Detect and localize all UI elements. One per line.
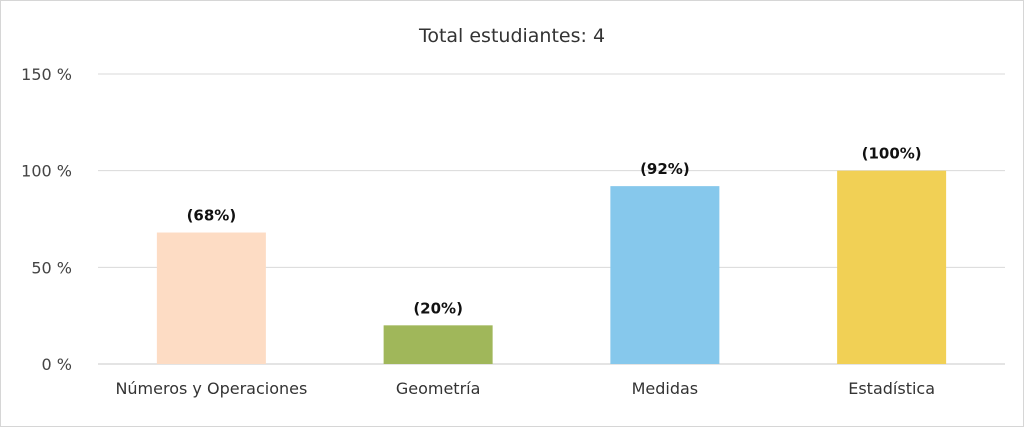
bar <box>383 325 493 364</box>
y-tick-label: 50 % <box>31 258 72 277</box>
data-labels: (68%) (20%) (92%) (100%) <box>187 145 922 318</box>
bar <box>156 232 266 364</box>
y-axis-ticks: 0 % 50 % 100 % 150 % <box>21 65 72 374</box>
y-tick-label: 150 % <box>21 65 72 84</box>
x-category-label: Números y Operaciones <box>115 379 307 398</box>
bars <box>156 170 947 364</box>
data-label: (20%) <box>413 299 463 317</box>
data-label: (100%) <box>862 145 922 163</box>
chart-title: Total estudiantes: 4 <box>418 25 605 47</box>
x-category-label: Estadística <box>848 379 935 398</box>
x-axis-categories: Números y Operaciones Geometría Medidas Est… <box>115 379 935 398</box>
data-label: (68%) <box>187 207 237 225</box>
x-category-label: Geometría <box>396 379 481 398</box>
bar <box>610 186 720 364</box>
data-label: (92%) <box>640 160 690 178</box>
y-tick-label: 0 % <box>42 355 72 374</box>
bar <box>837 170 947 364</box>
y-tick-label: 100 % <box>21 162 72 181</box>
x-category-label: Medidas <box>632 379 699 398</box>
